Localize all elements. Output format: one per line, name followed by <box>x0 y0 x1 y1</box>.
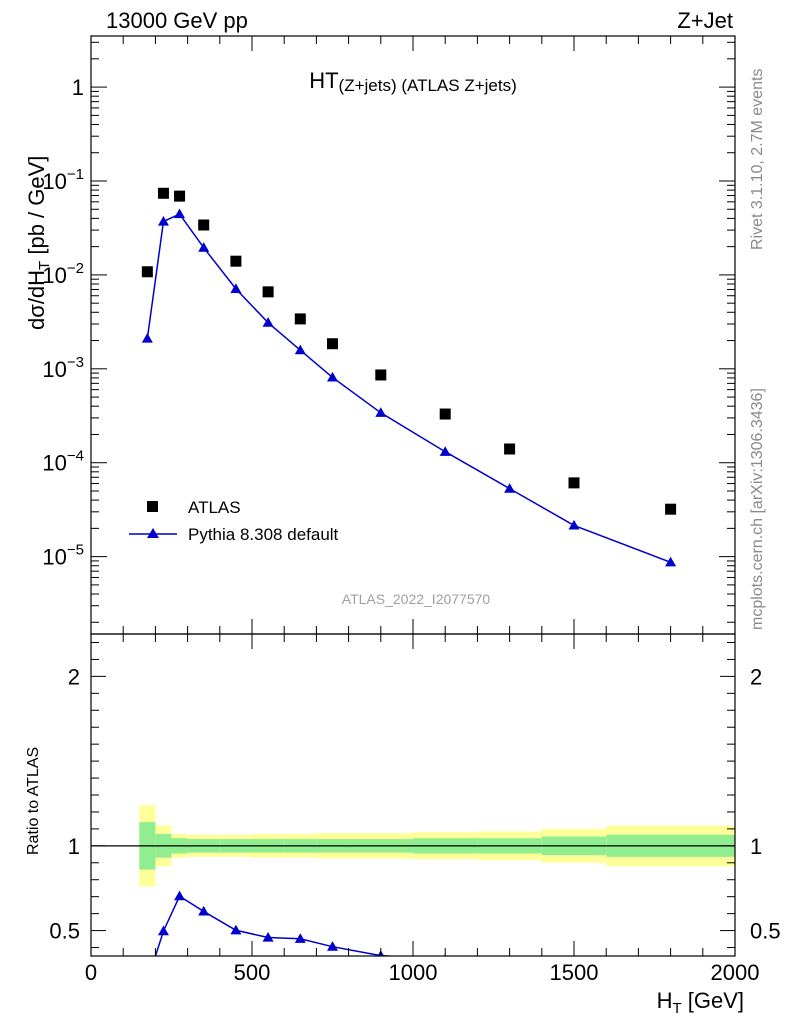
y-tick-label: 10−4 <box>42 448 84 476</box>
mc-point <box>198 242 210 252</box>
mc-point <box>375 407 387 417</box>
ratio-y-tick-label-left: 2 <box>68 664 80 689</box>
ratio-point <box>174 890 186 901</box>
axis-tick-labels: 0 500 1000 1500 2000 1 10−1 10−2 10−3 10−4 10−5 0.5… <box>42 75 780 985</box>
ratio-y-tick-label-right: 0.5 <box>750 919 781 944</box>
data-point <box>174 190 186 202</box>
y-tick-label: 10−3 <box>42 354 84 382</box>
ratio-point <box>294 933 306 943</box>
main-frame <box>90 35 736 635</box>
mc-point <box>174 208 186 219</box>
data-point <box>504 443 516 455</box>
ratio-point <box>198 905 210 916</box>
plot-title-main: HT <box>309 68 338 93</box>
data-point <box>198 219 210 231</box>
data-point <box>568 477 580 489</box>
axis-ticks <box>90 36 736 956</box>
ratio-point <box>142 976 153 986</box>
ratio-point <box>327 941 338 951</box>
data-point <box>439 408 451 420</box>
y-tick-label: 1 <box>72 75 84 100</box>
ratio-point <box>230 924 242 935</box>
ratio-point <box>262 932 274 942</box>
mc-point <box>568 519 580 530</box>
y-tick-label: 10−2 <box>42 260 84 288</box>
legend-marker-atlas <box>147 501 158 512</box>
analysis-tag: ATLAS_2022_I2077570 <box>342 591 491 607</box>
header-left: 13000 GeV pp <box>106 8 248 33</box>
mc-point <box>327 371 338 382</box>
main-data-series <box>141 187 677 515</box>
data-point <box>230 255 242 267</box>
x-tick-label: 1500 <box>550 960 599 985</box>
mc-point <box>439 446 451 456</box>
ratio-y-tick-label-left: 1 <box>68 834 80 859</box>
data-point <box>157 187 169 199</box>
data-point <box>327 338 338 350</box>
x-tick-label: 500 <box>234 960 271 985</box>
legend-label-atlas: ATLAS <box>188 498 241 517</box>
ratio-point <box>157 925 169 936</box>
mcplots-source: mcplots.cern.ch [arXiv:1306.3436] <box>749 388 766 630</box>
legend-label-pythia: Pythia 8.308 default <box>188 525 339 544</box>
main-mc-series <box>141 208 677 567</box>
xlabel: HT [GeV] <box>657 988 744 1017</box>
header-right: Z+Jet <box>677 8 733 33</box>
y-tick-label: 10−5 <box>42 542 84 570</box>
x-tick-label: 2000 <box>711 960 760 985</box>
data-point <box>375 369 387 381</box>
x-tick-label: 1000 <box>389 960 438 985</box>
data-point <box>294 313 306 325</box>
mc-point <box>665 556 677 567</box>
ratio-y-tick-label-left: 0.5 <box>49 919 80 944</box>
mc-point <box>262 317 274 327</box>
ratio-y-tick-label-right: 1 <box>750 834 762 859</box>
main-ylabel: dσ/dHT [pb / GeV] <box>24 156 53 330</box>
plot-title: HT(Z+jets) (ATLAS Z+jets) <box>309 68 517 95</box>
mc-point <box>141 333 153 343</box>
ratio-frame <box>90 633 736 957</box>
ratio-ylabel: Ratio to ATLAS <box>25 747 42 855</box>
ratio-y-tick-label-right: 2 <box>750 664 762 689</box>
ratio-line <box>154 895 400 956</box>
ratio-mc-series <box>142 890 447 986</box>
plot-title-sub: (Z+jets) (ATLAS Z+jets) <box>339 76 517 95</box>
mc-point <box>294 344 306 355</box>
mc-point <box>230 283 242 293</box>
legend: ATLAS Pythia 8.308 default <box>129 498 339 544</box>
data-point <box>141 266 153 278</box>
mc-point <box>504 483 516 493</box>
mc-point <box>157 216 169 226</box>
x-tick-label: 0 <box>85 960 97 985</box>
rivet-version: Rivet 3.1.10, 2.7M events <box>749 69 766 250</box>
data-point <box>262 286 274 298</box>
y-tick-label: 10−1 <box>42 166 84 194</box>
data-point <box>665 503 677 515</box>
legend-marker-pythia <box>147 528 159 538</box>
